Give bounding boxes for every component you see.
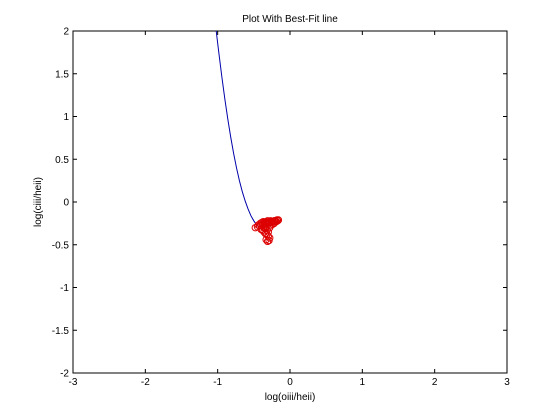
y-tick-label: 2 <box>63 27 69 38</box>
ticks-layer: -3 -2 -1 0 1 2 3-2-1.5-1-0.500.511.52 <box>52 27 510 389</box>
data-point-marker <box>263 237 272 246</box>
y-tick-label: 1 <box>63 112 69 123</box>
y-tick-label: -1.5 <box>52 326 70 337</box>
axes-frame <box>72 30 508 374</box>
y-tick-label: -1 <box>60 283 69 294</box>
data-point-marker <box>266 223 274 232</box>
best-fit-line <box>215 30 260 228</box>
y-axis-label: log(ciii/heii) <box>33 177 44 227</box>
data-point-marker <box>265 236 273 245</box>
data-point-marker <box>270 219 278 228</box>
chart-title: Plot With Best-Fit line <box>242 14 338 25</box>
x-tick-label: -1 <box>213 377 222 388</box>
y-tick-label: 0 <box>63 198 69 209</box>
x-tick-label: 2 <box>432 377 438 388</box>
x-tick-label: 0 <box>287 377 293 388</box>
x-axis-label: log(oiii/heii) <box>265 392 316 403</box>
x-tick-label: -2 <box>141 377 150 388</box>
y-tick-label: -0.5 <box>52 240 70 251</box>
x-tick-label: 3 <box>504 377 510 388</box>
data-point-marker <box>262 223 270 231</box>
data-point-marker <box>262 235 270 244</box>
y-tick-label: -2 <box>60 369 69 380</box>
x-tick-label: 1 <box>360 377 366 388</box>
series-layer <box>215 30 283 246</box>
y-tick-label: 0.5 <box>55 155 69 166</box>
x-tick-label: -3 <box>69 377 78 388</box>
y-tick-label: 1.5 <box>55 69 69 80</box>
